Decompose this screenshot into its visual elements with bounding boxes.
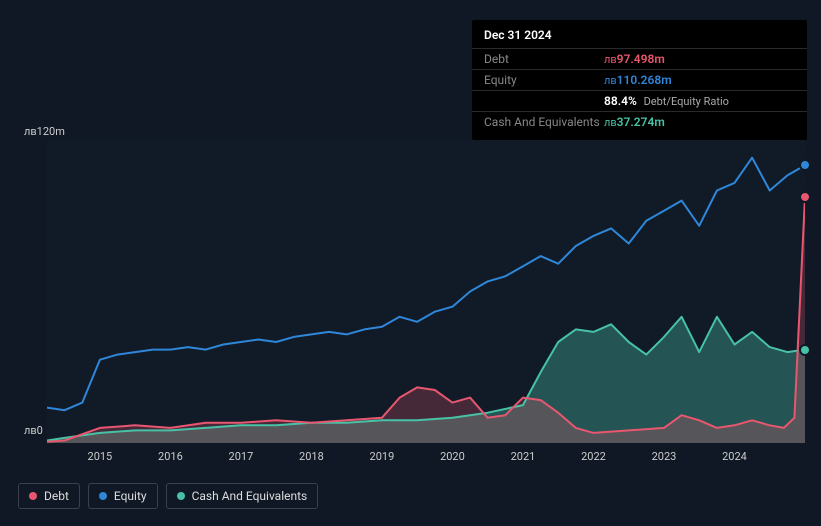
tooltip-row: 88.4% Debt/Equity Ratio	[472, 90, 807, 111]
tooltip-row: Equityлв110.268m	[472, 69, 807, 90]
legend: Debt Equity Cash And Equivalents	[18, 483, 318, 509]
legend-dot-icon	[99, 492, 107, 500]
chart-plot-area[interactable]	[47, 140, 805, 443]
tooltip-row-value: лв97.498m	[604, 52, 665, 66]
tooltip-row: Cash And Equivalentsлв37.274m	[472, 111, 807, 132]
x-axis-label: 2015	[88, 450, 113, 463]
tooltip-row-label: Equity	[484, 73, 604, 87]
cash-end-marker	[799, 344, 811, 356]
legend-label: Cash And Equivalents	[192, 489, 308, 503]
legend-label: Debt	[44, 489, 69, 503]
x-axis-label: 2019	[370, 450, 395, 463]
x-axis-label: 2020	[440, 450, 465, 463]
data-tooltip: Dec 31 2024 Debtлв97.498mEquityлв110.268…	[472, 20, 807, 140]
tooltip-row-label: Debt	[484, 52, 604, 66]
chart-svg	[47, 140, 805, 443]
x-axis-label: 2022	[581, 450, 606, 463]
x-axis-label: 2024	[722, 450, 747, 463]
equity-end-marker	[799, 159, 811, 171]
tooltip-row-value: лв110.268m	[604, 73, 672, 87]
legend-dot-icon	[177, 492, 185, 500]
tooltip-row: Debtлв97.498m	[472, 48, 807, 69]
x-axis-label: 2021	[511, 450, 536, 463]
legend-item-cash-and-equivalents[interactable]: Cash And Equivalents	[166, 483, 319, 509]
y-axis-max-label: лв120m	[24, 125, 65, 138]
x-axis-label: 2016	[158, 450, 183, 463]
legend-label: Equity	[114, 489, 147, 503]
x-axis-label: 2018	[299, 450, 324, 463]
tooltip-date: Dec 31 2024	[472, 28, 807, 48]
tooltip-rows: Debtлв97.498mEquityлв110.268m88.4% Debt/…	[472, 48, 807, 132]
chart-container: Dec 31 2024 Debtлв97.498mEquityлв110.268…	[0, 0, 821, 526]
legend-item-equity[interactable]: Equity	[88, 483, 158, 509]
x-axis-label: 2017	[229, 450, 254, 463]
tooltip-row-value: 88.4% Debt/Equity Ratio	[604, 94, 729, 108]
y-axis-min-label: лв0	[24, 424, 43, 437]
x-axis-label: 2023	[652, 450, 677, 463]
debt-end-marker	[799, 191, 811, 203]
tooltip-row-value: лв37.274m	[604, 115, 665, 129]
legend-dot-icon	[29, 492, 37, 500]
legend-item-debt[interactable]: Debt	[18, 483, 80, 509]
tooltip-row-label: Cash And Equivalents	[484, 115, 604, 129]
